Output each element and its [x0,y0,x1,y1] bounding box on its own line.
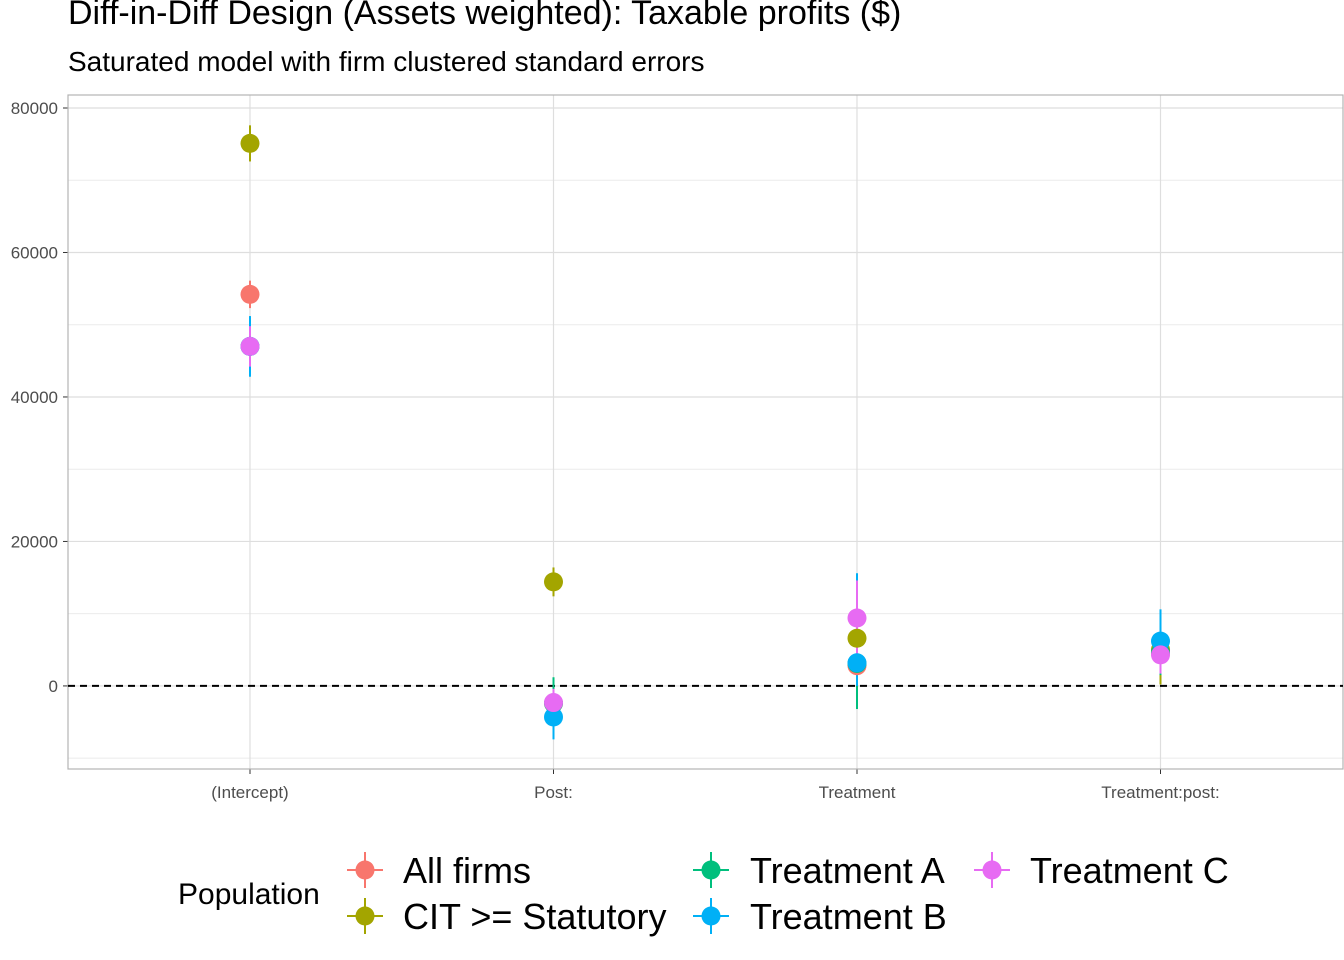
legend: Population All firms CIT >= Statutory Treat… [178,850,1229,937]
data-point [847,628,867,648]
legend-key-point [982,860,1002,880]
x-tick-label: Treatment:post: [1101,783,1219,802]
panel-border [67,94,1344,770]
y-tick-label: 20000 [11,532,58,551]
legend-key-point [701,860,721,880]
y-tick-label: 80000 [11,99,58,118]
y-tick-label: 0 [49,677,58,696]
legend-label: Treatment B [750,896,947,937]
data-point [544,572,563,592]
data-point [847,608,867,628]
chart-title: Diff-in-Diff Design (Assets weighted): T… [68,0,902,32]
data-point [544,707,563,727]
data-marks [240,125,1170,740]
legend-key-point [355,860,375,880]
y-tick-label: 40000 [11,388,58,407]
chart-subtitle: Saturated model with firm clustered stan… [68,46,705,77]
legend-key-point [355,906,375,926]
legend-label: Treatment A [750,850,945,891]
data-point [240,284,260,304]
legend-key-point [701,906,721,926]
data-point [240,336,260,356]
x-tick-label: (Intercept) [211,783,288,802]
legend-label: All firms [403,850,531,891]
legend-label: Treatment C [1030,850,1229,891]
y-tick-label: 60000 [11,243,58,262]
x-tick-label: Post: [534,783,573,802]
data-point [1151,645,1170,665]
legend-title: Population [178,878,320,911]
data-point [240,133,260,153]
data-point [1151,631,1170,651]
x-tick-label: Treatment [819,783,896,802]
axes: 0 20000 40000 60000 80000 (Intercept) Post: Tre… [11,94,1344,802]
legend-label: CIT >= Statutory [403,896,666,937]
data-point [847,653,867,673]
grid [68,95,1343,769]
data-point [544,693,563,713]
